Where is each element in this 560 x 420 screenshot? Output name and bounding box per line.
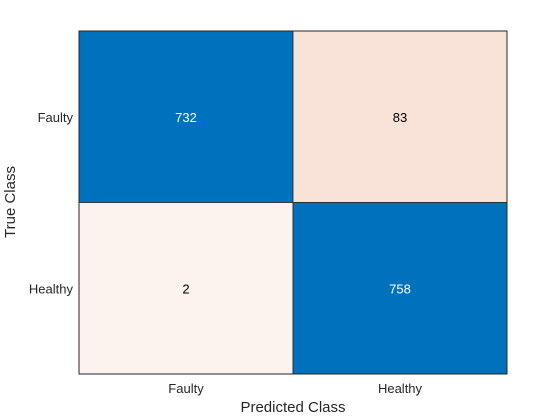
tick-labels: Faulty Healthy Faulty Healthy [29,110,423,396]
cell-value-r1-c0: 2 [182,281,189,296]
x-axis-title: Predicted Class [240,399,345,416]
matrix-cells: 732 83 2 758 [78,30,508,375]
cell-value-r0-c1: 83 [393,110,407,125]
x-tick-label: Faulty [168,381,204,396]
matrix-cell-r1-c1 [292,202,508,375]
matrix-cell-r0-c1 [292,30,508,203]
x-tick-label: Healthy [378,381,423,396]
matrix-cell-r0-c0 [78,30,294,203]
y-axis-title: True Class [2,166,19,238]
plot-frame [78,30,508,375]
matrix-cell-r1-c0 [78,202,294,375]
y-tick-label: Faulty [38,110,74,125]
y-tick-label: Healthy [29,281,74,296]
cell-value-r0-c0: 732 [175,110,197,125]
cell-value-r1-c1: 758 [389,281,411,296]
